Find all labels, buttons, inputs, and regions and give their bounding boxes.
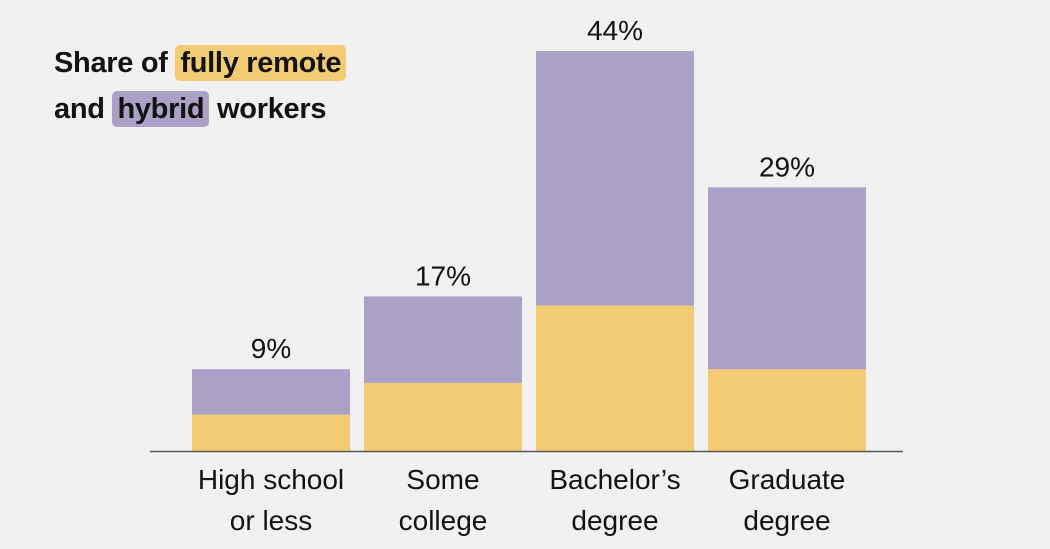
bar-fully-remote-3	[708, 369, 866, 451]
legend-hybrid: hybrid	[112, 91, 210, 127]
title-line-2: and hybrid workers	[54, 86, 346, 132]
bar-hybrid-0	[192, 369, 350, 415]
legend-fully-remote: fully remote	[175, 45, 347, 81]
bar-hybrid-2	[536, 51, 694, 306]
chart-title: Share of fully remote and hybrid workers	[54, 40, 347, 132]
x-tick-label-2-1: degree	[571, 505, 658, 536]
bar-fully-remote-2	[536, 305, 694, 451]
x-tick-label-0-1: or less	[230, 505, 312, 536]
total-label-3: 29%	[759, 151, 815, 182]
title-line-1: Share of fully remote	[54, 40, 347, 86]
bar-hybrid-3	[708, 187, 866, 370]
bar-fully-remote-1	[364, 382, 522, 451]
total-label-0: 9%	[251, 333, 291, 364]
total-label-1: 17%	[415, 260, 471, 291]
x-tick-label-1-1: college	[399, 505, 488, 536]
bar-fully-remote-0	[192, 414, 350, 451]
x-tick-label-3-0: Graduate	[729, 464, 846, 495]
x-tick-label-1-0: Some	[406, 464, 479, 495]
title-prefix: Share of	[54, 47, 168, 79]
x-tick-label-3-1: degree	[743, 505, 830, 536]
bar-hybrid-1	[364, 296, 522, 383]
x-tick-label-0-0: High school	[198, 464, 344, 495]
total-label-2: 44%	[587, 15, 643, 46]
title-line2-prefix: and	[54, 93, 105, 125]
x-tick-label-2-0: Bachelor’s	[549, 464, 680, 495]
title-suffix: workers	[217, 93, 327, 125]
